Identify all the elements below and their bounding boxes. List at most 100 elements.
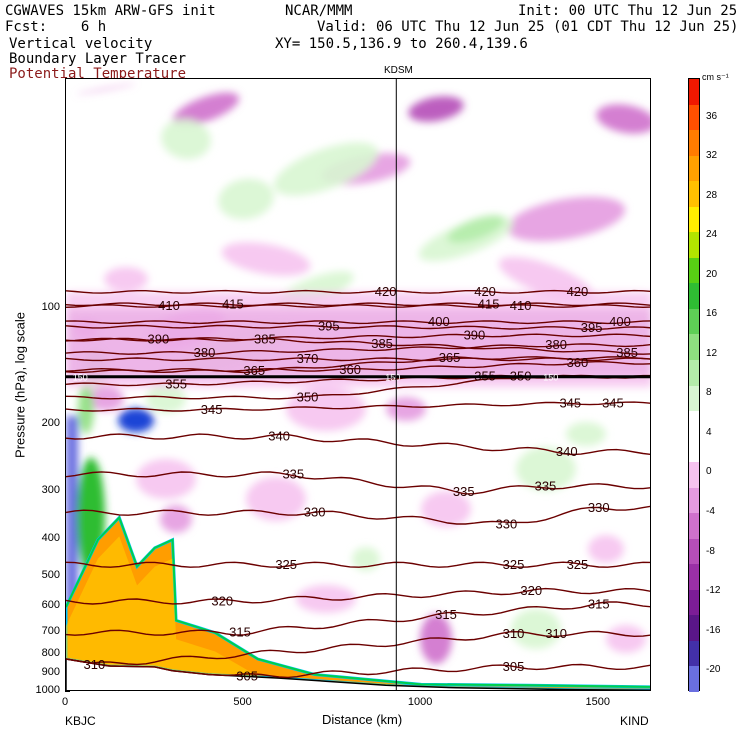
theta-label: 395 [581,320,603,335]
pbl-inner [66,536,650,690]
vv-cell [118,408,154,433]
tropopause-label: 150 [73,373,88,383]
theta-label: 410 [158,298,180,313]
colorbar-swatch [689,130,699,157]
colorbar-swatch [689,385,699,412]
vv-cell [104,267,148,291]
colorbar-swatch [689,436,699,463]
theta-label: 415 [478,296,500,311]
colorbar-swatch [689,359,699,386]
vv-cell [172,92,240,126]
colorbar-swatch [689,104,699,131]
vv-cell [218,178,274,220]
right-endpoint-label: KIND [620,714,649,728]
theta-label: 350 [297,390,319,405]
theta-label: 360 [567,355,589,370]
vv-cell [421,491,471,527]
colorbar-swatch [689,181,699,208]
org-label: NCAR/MMM [285,3,353,19]
theta-contour [66,324,650,331]
theta-contour [66,471,650,495]
colorbar-tick-label: 12 [706,347,718,359]
colorbar-swatch [689,615,699,642]
theta-contour [66,630,650,666]
theta-label: 320 [520,583,542,598]
theta-label: 330 [588,500,610,515]
theta-label: 400 [609,314,631,329]
colorbar-tick-label: 8 [706,387,712,399]
colorbar-swatch [689,589,699,616]
x-tick-label: 1500 [585,696,610,708]
theta-contour [66,320,650,325]
plot-overlays: 150 150 150 [66,79,650,690]
vv-cell [78,384,94,434]
theta-label: 385 [371,336,393,351]
colorbar-swatch [689,487,699,514]
theta-label: 340 [268,429,290,444]
left-endpoint-label: KBJC [65,714,96,728]
theta-label: 305 [503,659,525,674]
theta-label: 420 [375,284,397,299]
boundary-layer-tracer-field [66,514,650,690]
theta-label: 345 [201,402,223,417]
colorbar-tick-label: 32 [706,150,718,162]
pbl-edge [66,515,650,688]
x-tick-label: 0 [61,696,69,708]
theta-label: 335 [282,466,304,481]
theta-label: 410 [510,298,532,313]
colorbar-swatch [689,79,699,106]
y-tick-label: 300 [41,483,60,496]
colorbar-unit-label: cm s⁻¹ [702,72,729,82]
cross-section-plot: 420 420 420 415 415 410 410 400 400 395 395 390 390 3… [65,78,651,691]
colorbar-tick-label: -20 [706,664,721,676]
y-tick-label: 100 [41,301,60,314]
colorbar-swatch [689,640,699,667]
theta-label: 395 [318,319,340,334]
theta-label: 340 [556,444,578,459]
valid-time: Valid: 06 UTC Thu 12 Jun 25 (01 CDT Thu … [317,19,739,35]
theta-contour [66,601,650,636]
theta-label: 400 [428,314,450,329]
theta-contour [66,587,650,605]
theta-label: 315 [229,625,251,640]
theta-label: 330 [304,505,326,520]
vv-cell [606,625,646,653]
y-tick-label: 800 [41,646,60,659]
tropopause-label: 150 [543,373,558,383]
xy-range: XY= 150.5,136.9 to 260.4,139.6 [275,36,528,52]
theta-contour [66,433,650,456]
colorbar-tick-label: -8 [706,545,715,557]
field-boundary-layer-tracer: Boundary Layer Tracer [9,51,187,67]
theta-label: 325 [567,557,589,572]
y-tick-label: 1000 [35,684,60,696]
vv-cell [506,196,626,242]
colorbar-swatch [689,155,699,182]
colorbar [688,78,700,693]
vv-cell [566,422,606,446]
field-potential-temperature: Potential Temperature [9,66,187,82]
colorbar-tick-label: -12 [706,585,721,597]
vv-cell [246,477,306,521]
colorbar-tick-label: 16 [706,308,718,320]
colorbar-swatch [689,206,699,233]
theta-label: 335 [535,478,557,493]
theta-label: 345 [602,395,624,410]
colorbar-tick-label: 0 [706,466,712,478]
field-vertical-velocity: Vertical velocity [9,36,153,52]
theta-contour [66,356,650,374]
theta-label: 370 [297,351,319,366]
theta-label: 310 [503,626,525,641]
theta-contour [66,505,650,525]
y-tick-mark [65,691,70,692]
theta-label: 355 [165,376,187,391]
theta-label: 345 [559,395,581,410]
theta-label: 365 [439,350,461,365]
colorbar-tick-label: 24 [706,229,718,241]
colorbar-swatch [689,513,699,540]
theta-label: 420 [474,284,496,299]
vv-cell [386,397,426,421]
theta-label: 330 [496,517,518,532]
theta-label: 365 [243,363,265,378]
vv-cell [221,242,311,276]
vertical-velocity-field [66,83,650,664]
